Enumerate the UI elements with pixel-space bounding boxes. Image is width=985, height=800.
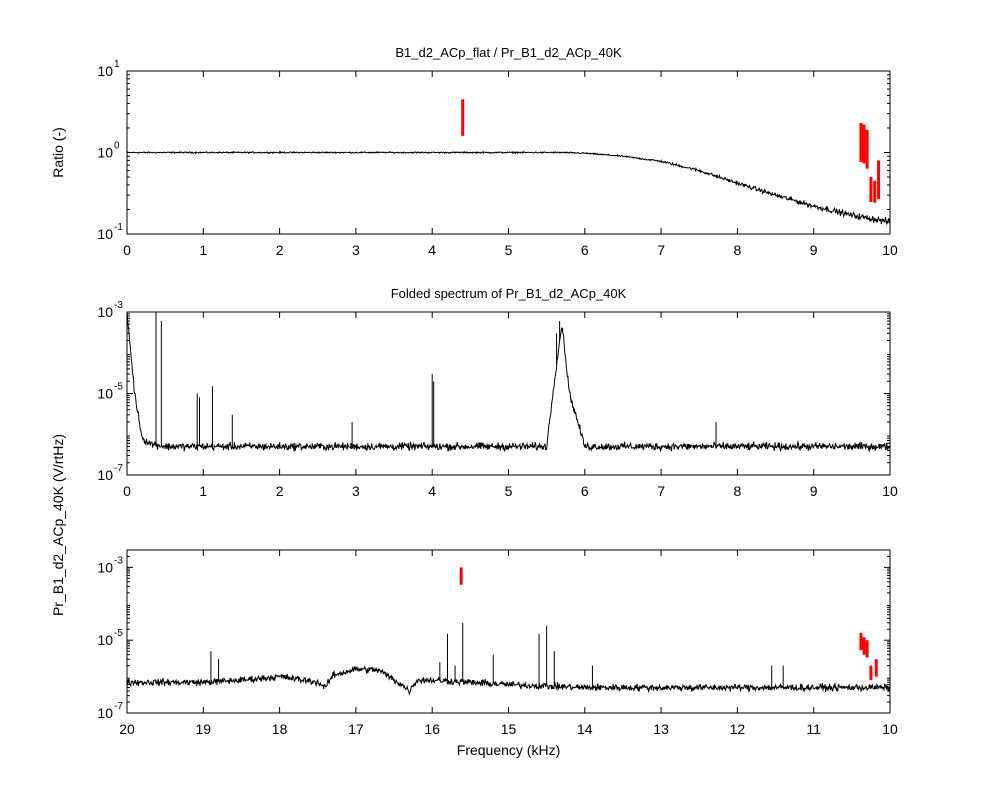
series-line-bot	[127, 665, 890, 696]
y-tick-exponent: -5	[114, 382, 123, 393]
x-tick-label: 7	[657, 483, 665, 499]
x-tick-label: 9	[810, 483, 818, 499]
series-line-mid	[127, 312, 890, 453]
x-tick-label: 10	[882, 721, 898, 737]
panel-top: B1_d2_ACp_flat / Pr_B1_d2_ACp_40K 0 1 2 3 4 5 6…	[50, 45, 898, 258]
x-tick-label: 3	[352, 483, 360, 499]
panel-mid: Folded spectrum of Pr_B1_d2_ACp_40K 0 1 2 3 4…	[50, 286, 898, 616]
x-tick-label: 0	[123, 242, 131, 258]
x-tick-label: 8	[734, 242, 742, 258]
y-tick-label: 10	[97, 63, 113, 79]
x-tick-label: 9	[810, 242, 818, 258]
x-tick-label: 19	[196, 721, 212, 737]
y-tick-label: 10	[97, 145, 113, 161]
x-tick-label: 7	[657, 242, 665, 258]
x-tick-label: 17	[348, 721, 364, 737]
x-tick-label: 10	[882, 242, 898, 258]
y-tick-label: 10	[97, 632, 113, 648]
x-tick-label: 4	[428, 483, 436, 499]
chart-title-mid: Folded spectrum of Pr_B1_d2_ACp_40K	[391, 286, 627, 301]
x-tick-label: 2	[276, 242, 284, 258]
x-tick-label: 10	[882, 483, 898, 499]
x-tick-label: 11	[806, 721, 821, 737]
x-tick-label: 16	[424, 721, 440, 737]
y-tick-exponent: -3	[114, 555, 123, 566]
x-tick-label: 14	[577, 721, 593, 737]
y-axis-label-top: Ratio (-)	[50, 127, 66, 178]
x-tick-label: 13	[653, 721, 669, 737]
y-tick-label: 10	[97, 559, 113, 575]
y-tick-label: 10	[97, 226, 113, 242]
x-tick-label: 4	[428, 242, 436, 258]
y-axis-label-mid: Pr_B1_d2_ACp_40K (V/rtHz)	[50, 434, 66, 616]
y-tick-exponent: -7	[114, 463, 123, 474]
plot-area-bot	[127, 567, 890, 696]
y-tick-exponent: 1	[114, 59, 120, 70]
x-tick-label: 1	[199, 242, 207, 258]
y-tick-exponent: -7	[114, 701, 123, 712]
x-tick-label: 12	[730, 721, 746, 737]
y-tick-label: 10	[97, 304, 113, 320]
x-tick-label: 2	[276, 483, 284, 499]
y-tick-exponent: -1	[114, 222, 123, 233]
plot-area-mid	[127, 312, 890, 453]
x-tick-label: 8	[734, 483, 742, 499]
chart-title-top: B1_d2_ACp_flat / Pr_B1_d2_ACp_40K	[395, 45, 622, 60]
x-tick-label: 18	[272, 721, 288, 737]
x-tick-label: 6	[581, 242, 589, 258]
x-tick-label: 3	[352, 242, 360, 258]
plot-area-top	[127, 99, 890, 226]
y-tick-exponent: -3	[114, 300, 123, 311]
x-tick-label: 15	[501, 721, 517, 737]
y-tick-exponent: -5	[114, 628, 123, 639]
y-tick-label: 10	[97, 705, 113, 721]
x-tick-label: 5	[505, 242, 513, 258]
axes-frame-mid	[126, 311, 891, 476]
axes-frame-bot	[126, 549, 891, 714]
x-tick-label: 6	[581, 483, 589, 499]
y-tick-exponent: 0	[114, 141, 120, 152]
x-tick-label: 5	[505, 483, 513, 499]
y-tick-label: 10	[97, 467, 113, 483]
series-line-top	[127, 150, 890, 226]
x-tick-label: 20	[119, 721, 135, 737]
y-tick-label: 10	[97, 386, 113, 402]
x-axis-label-bot: Frequency (kHz)	[457, 742, 560, 758]
x-tick-label: 1	[199, 483, 207, 499]
x-tick-label: 0	[123, 483, 131, 499]
